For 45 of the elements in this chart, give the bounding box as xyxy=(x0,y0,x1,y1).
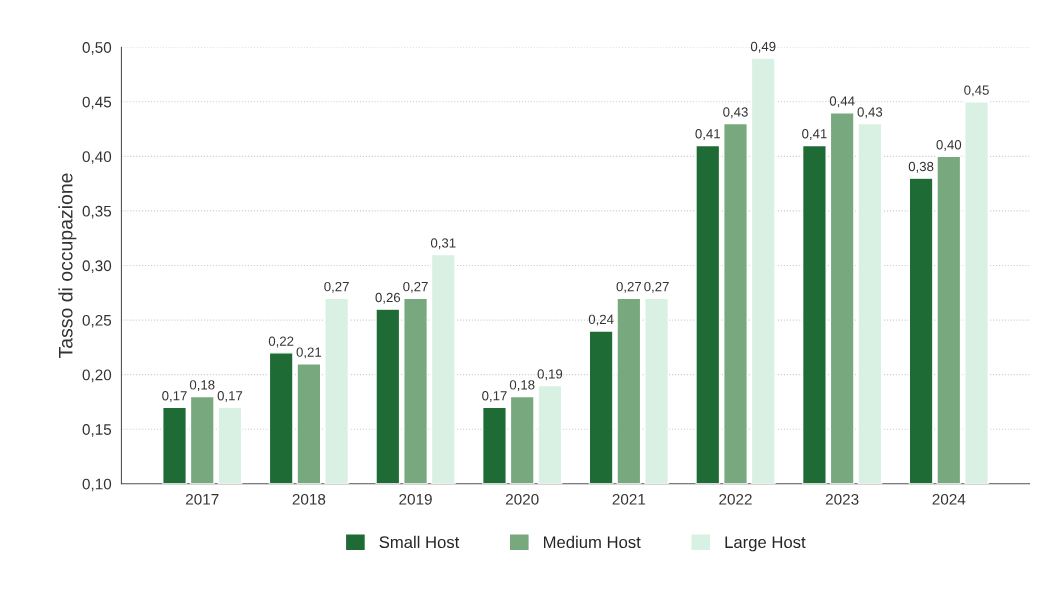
y-tick-label: 0,40 xyxy=(82,151,112,164)
data-label: 0,45 xyxy=(964,85,989,97)
data-label: 0,27 xyxy=(616,281,642,293)
y-tick-label: 0,20 xyxy=(82,369,112,383)
data-label: 0,21 xyxy=(296,347,322,359)
data-label: 0,38 xyxy=(908,161,934,173)
data-label: 0,17 xyxy=(217,391,243,402)
x-tick-label: 2020 xyxy=(505,493,539,505)
data-label: 0,43 xyxy=(723,107,748,119)
y-tick-label: 0,15 xyxy=(82,424,112,437)
legend-label: Small Host xyxy=(379,535,460,549)
x-tick-label: 2017 xyxy=(186,493,219,505)
x-tick-label: 2021 xyxy=(612,493,646,505)
data-label: 0,27 xyxy=(403,281,428,293)
x-tick-label: 2019 xyxy=(399,493,432,505)
x-tick-label: 2024 xyxy=(932,493,966,505)
x-tick-label: 2018 xyxy=(292,493,326,505)
y-tick-label: 0,30 xyxy=(82,260,112,273)
data-label: 0,49 xyxy=(750,41,776,53)
data-label: 0,18 xyxy=(189,380,215,392)
data-label: 0,17 xyxy=(482,391,507,402)
data-label: 0,44 xyxy=(829,96,855,108)
data-label: 0,27 xyxy=(644,281,669,293)
data-label: 0,43 xyxy=(857,107,883,119)
y-tick-label: 0,45 xyxy=(82,96,112,110)
y-axis-title: Tasso di occupazione xyxy=(58,173,77,359)
legend-label: Medium Host xyxy=(543,535,641,549)
legend-label: Large Host xyxy=(725,536,806,552)
x-tick-label: 2023 xyxy=(825,493,859,505)
y-tick-label: 0,35 xyxy=(82,205,112,219)
data-label: 0,40 xyxy=(936,140,962,151)
data-label: 0,22 xyxy=(268,336,294,348)
data-label: 0,27 xyxy=(324,281,349,293)
data-label: 0,18 xyxy=(509,380,535,392)
data-label: 0,19 xyxy=(537,369,563,381)
data-label: 0,24 xyxy=(588,314,614,326)
x-tick-label: 2022 xyxy=(719,493,752,505)
data-label: 0,17 xyxy=(162,391,187,402)
y-tick-label: 0,50 xyxy=(82,42,112,55)
y-tick-label: 0,25 xyxy=(82,314,112,328)
data-label: 0,41 xyxy=(695,129,720,141)
data-label: 0,31 xyxy=(430,238,456,250)
y-tick-label: 0,10 xyxy=(82,478,112,492)
data-label: 0,41 xyxy=(802,129,827,141)
data-label: 0,26 xyxy=(375,292,401,304)
